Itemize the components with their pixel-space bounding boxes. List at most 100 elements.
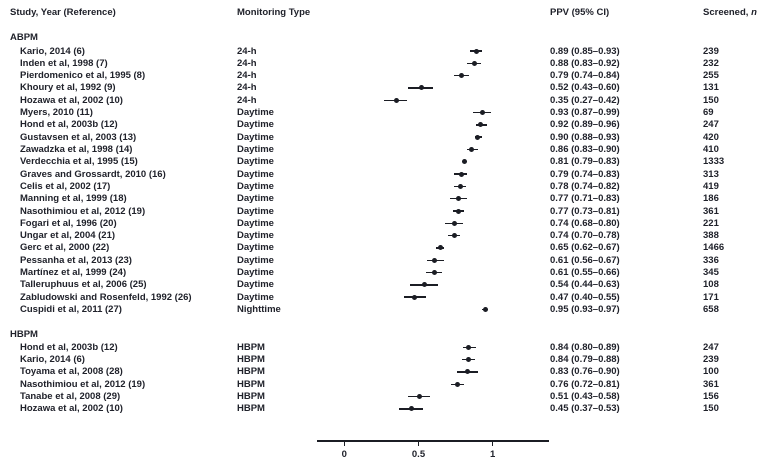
point-estimate-marker — [456, 196, 462, 202]
point-estimate-marker — [459, 171, 465, 177]
point-estimate-marker — [456, 208, 462, 214]
study-name: Nasothimiou et al, 2012 (19) — [20, 378, 146, 390]
study-row: Manning et al, 1999 (18) Daytime 0.77 (0.7… — [0, 192, 763, 205]
point-estimate-marker — [411, 294, 417, 300]
study-name: Talleruphuus et al, 2006 (25) — [20, 279, 147, 291]
study-name: Fogari et al, 1996 (20) — [20, 217, 117, 229]
screened-n-value: 100 — [703, 366, 719, 378]
screened-n-value: 247 — [703, 119, 719, 131]
study-row: Fogari et al, 1996 (20) Daytime 0.74 (0.68… — [0, 217, 763, 230]
ppv-ci-value: 0.92 (0.89–0.96) — [550, 119, 620, 131]
study-row: Tanabe et al, 2008 (29) HBPM 0.51 (0.43–0.… — [0, 390, 763, 403]
screened-n-value: 420 — [703, 131, 719, 143]
monitoring-type: Daytime — [237, 180, 274, 192]
column-header-monitoring: Monitoring Type — [237, 7, 311, 18]
x-axis-line — [317, 440, 549, 442]
study-name: Manning et al, 1999 (18) — [20, 193, 127, 205]
column-header-study: Study, Year (Reference) — [10, 7, 116, 18]
point-estimate-marker — [482, 307, 488, 312]
study-name: Ungar et al, 2004 (21) — [20, 230, 116, 242]
ppv-ci-value: 0.84 (0.80–0.89) — [550, 341, 620, 353]
screened-n-value: 313 — [703, 168, 719, 180]
point-estimate-marker — [473, 48, 479, 54]
point-estimate-marker — [408, 406, 414, 412]
screened-n-value: 239 — [703, 45, 719, 57]
point-estimate-marker — [462, 159, 467, 165]
point-estimate-marker — [432, 257, 438, 263]
column-header-ppv: PPV (95% CI) — [550, 7, 610, 18]
monitoring-type: Daytime — [237, 217, 274, 229]
study-row: Martínez et al, 1999 (24) Daytime 0.61 (0.… — [0, 266, 763, 279]
monitoring-type: Nighttime — [237, 304, 281, 315]
monitoring-type: HBPM — [237, 378, 265, 390]
study-name: Myers, 2010 (11) — [20, 107, 93, 119]
monitoring-type: HBPM — [237, 341, 265, 353]
screened-n-value: 255 — [703, 70, 719, 82]
screened-n-value: 150 — [703, 403, 719, 415]
ppv-ci-value: 0.61 (0.55–0.66) — [550, 267, 620, 279]
monitoring-type: Daytime — [237, 168, 274, 180]
screened-n-value: 186 — [703, 193, 719, 205]
study-row: Verdecchia et al, 1995 (15) Daytime 0.81 (… — [0, 155, 763, 168]
study-name: Tanabe et al, 2008 (29) — [20, 391, 121, 403]
study-name: Inden et al, 1998 (7) — [20, 57, 108, 69]
x-axis-tick-label: 0.5 — [411, 449, 426, 460]
ppv-ci-value: 0.52 (0.43–0.60) — [550, 82, 620, 94]
point-estimate-marker — [393, 97, 399, 103]
point-estimate-marker — [464, 369, 470, 375]
point-estimate-marker — [466, 357, 472, 363]
ppv-ci-value: 0.81 (0.79–0.83) — [550, 156, 620, 168]
study-name: Nasothimiou et al, 2012 (19) — [20, 205, 146, 217]
monitoring-type: Daytime — [237, 254, 274, 266]
study-name: Martínez et al, 1999 (24) — [20, 267, 127, 279]
point-estimate-marker — [479, 110, 485, 116]
screened-n-value: 419 — [703, 180, 719, 192]
study-name: Hozawa et al, 2002 (10) — [20, 94, 123, 106]
x-axis-tick — [417, 440, 420, 446]
study-name: Hozawa et al, 2002 (10) — [20, 403, 123, 415]
study-row: Gustavsen et al, 2003 (13) Daytime 0.90 (0… — [0, 131, 763, 144]
monitoring-type: Daytime — [237, 143, 274, 155]
monitoring-type: 24-h — [237, 57, 257, 69]
study-name: Gustavsen et al, 2003 (13) — [20, 131, 137, 143]
ppv-ci-value: 0.78 (0.74–0.82) — [550, 180, 620, 192]
monitoring-type: 24-h — [237, 45, 257, 57]
study-row: Ungar et al, 2004 (21) Daytime 0.74 (0.70–… — [0, 229, 763, 242]
ppv-ci-value: 0.90 (0.88–0.93) — [550, 131, 620, 143]
point-estimate-marker — [451, 233, 457, 239]
monitoring-type: Daytime — [237, 242, 274, 254]
x-axis-tick-label: 0 — [341, 449, 347, 460]
monitoring-type: HBPM — [237, 391, 265, 403]
point-estimate-marker — [438, 245, 444, 251]
study-row: Pierdomenico et al, 1995 (8) 24-h 0.79 (0.… — [0, 69, 763, 82]
monitoring-type: Daytime — [237, 205, 274, 217]
screened-n-value: 150 — [703, 94, 719, 106]
study-row: Hond et al, 2003b (12) Daytime 0.92 (0.89–… — [0, 118, 763, 131]
study-name: Pessanha et al, 2013 (23) — [20, 254, 132, 266]
ppv-ci-value: 0.74 (0.68–0.80) — [550, 217, 620, 229]
ppv-ci-value: 0.86 (0.83–0.90) — [550, 143, 620, 155]
ppv-ci-value: 0.95 (0.93–0.97) — [550, 304, 620, 315]
ppv-ci-value: 0.74 (0.70–0.78) — [550, 230, 620, 242]
point-estimate-marker — [472, 60, 478, 66]
point-estimate-marker — [432, 270, 438, 276]
ppv-ci-value: 0.65 (0.62–0.67) — [550, 242, 620, 254]
screened-n-value: 156 — [703, 391, 719, 403]
study-row: Khoury et al, 1992 (9) 24-h 0.52 (0.43–0.6… — [0, 81, 763, 94]
study-name: Hond et al, 2003b (12) — [20, 119, 118, 131]
study-row: Hozawa et al, 2002 (10) 24-h 0.35 (0.27–0.… — [0, 94, 763, 107]
point-estimate-marker — [469, 146, 475, 152]
monitoring-type: Daytime — [237, 230, 274, 242]
study-row: Celis et al, 2002 (17) Daytime 0.78 (0.74–… — [0, 180, 763, 193]
point-estimate-marker — [418, 85, 424, 91]
study-name: Hond et al, 2003b (12) — [20, 341, 118, 353]
ppv-ci-value: 0.61 (0.56–0.67) — [550, 254, 620, 266]
screened-n-value: 658 — [703, 304, 719, 315]
study-row: Hozawa et al, 2002 (10) HBPM 0.45 (0.37–0.… — [0, 402, 763, 415]
ppv-ci-value: 0.79 (0.74–0.84) — [550, 70, 620, 82]
screened-n-value: 221 — [703, 217, 719, 229]
x-axis-tick-label: 1 — [490, 449, 496, 460]
ppv-ci-value: 0.77 (0.71–0.83) — [550, 193, 620, 205]
screened-n-value: 361 — [703, 378, 719, 390]
